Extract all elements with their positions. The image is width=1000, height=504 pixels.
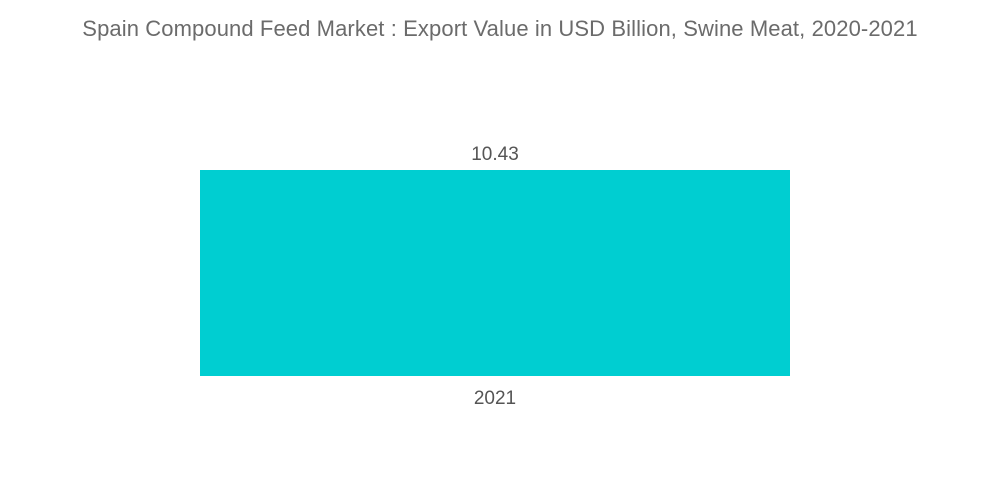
x-tick-label-2021: 2021 <box>474 388 516 409</box>
bar-2021 <box>200 170 790 376</box>
chart-title: Spain Compound Feed Market : Export Valu… <box>82 16 918 41</box>
data-label-2021: 10.43 <box>471 144 519 165</box>
